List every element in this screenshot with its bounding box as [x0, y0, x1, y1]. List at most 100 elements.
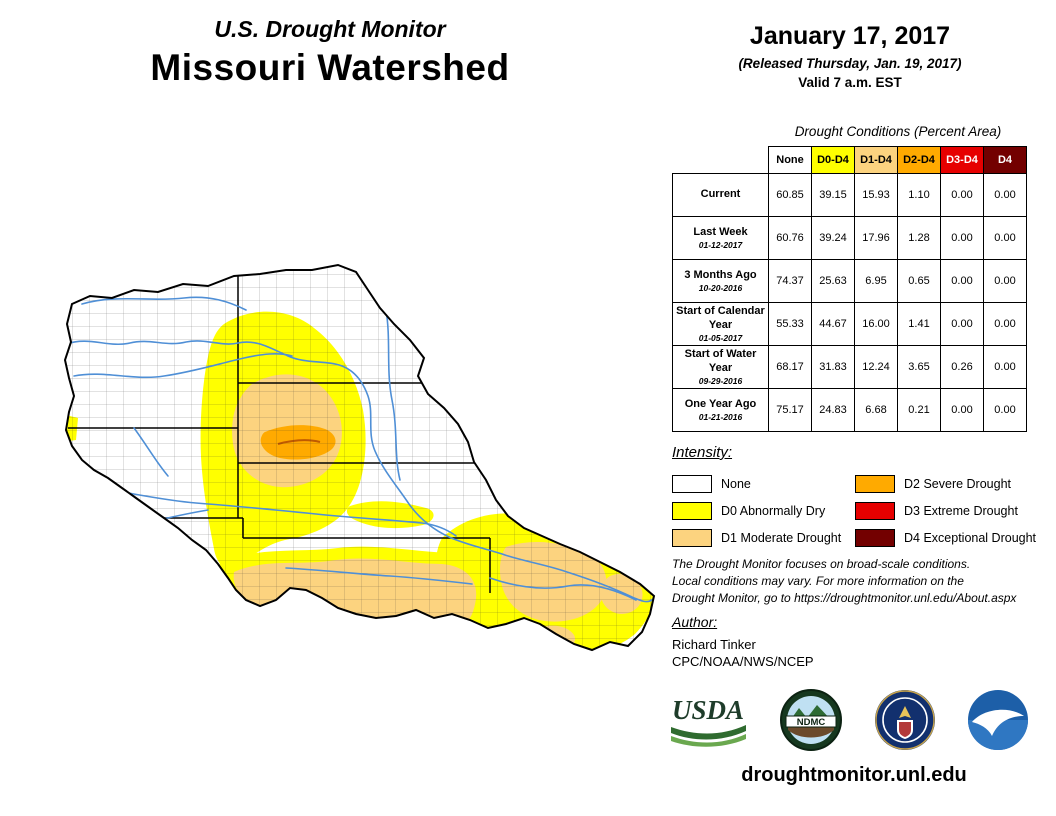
- row-label: One Year Ago: [684, 397, 757, 410]
- row-label-cell: Start of Calendar Year 01-05-2017: [672, 302, 769, 346]
- row-date: 01-12-2017: [698, 240, 743, 251]
- value-cell: 0.26: [940, 345, 984, 389]
- table-row-start-calendar-year: Start of Calendar Year 01-05-2017 55.33 …: [672, 302, 1027, 346]
- value-cell: 0.21: [897, 388, 941, 432]
- value-cell: 6.68: [854, 388, 898, 432]
- valid-time: Valid 7 a.m. EST: [798, 75, 902, 90]
- row-date: 09-29-2016: [698, 375, 743, 386]
- intensity-legend: Intensity: None D0 Abnormally Dry D1 Mod…: [672, 444, 1044, 551]
- report-date: January 17, 2017: [749, 22, 951, 50]
- value-cell: 25.63: [811, 259, 855, 303]
- d1-swatch: [672, 528, 712, 547]
- agency-logos: USDA NDMC: [666, 688, 1030, 757]
- svg-text:NDMC: NDMC: [797, 717, 826, 728]
- table-row-current: Current 60.85 39.15 15.93 1.10 0.00 0.00: [672, 173, 1027, 217]
- row-date: 10-20-2016: [698, 283, 743, 294]
- value-cell: 0.00: [983, 345, 1027, 389]
- legend-label: D3 Extreme Drought: [904, 503, 1018, 518]
- legend-label: D2 Severe Drought: [904, 476, 1012, 491]
- value-cell: 24.83: [811, 388, 855, 432]
- value-cell: 60.85: [768, 173, 812, 217]
- disclaimer-text: The Drought Monitor focuses on broad-sca…: [672, 556, 1052, 606]
- table-corner-cell: [672, 146, 769, 174]
- drought-conditions-table: None D0-D4 D1-D4 D2-D4 D3-D4 D4 Current …: [672, 146, 1027, 432]
- website-url: droughtmonitor.unl.edu: [741, 764, 967, 786]
- value-cell: 12.24: [854, 345, 898, 389]
- d3-swatch: [855, 501, 895, 520]
- legend-item-d2: D2 Severe Drought: [855, 470, 1044, 497]
- value-cell: 55.33: [768, 302, 812, 346]
- value-cell: 0.00: [940, 302, 984, 346]
- row-label-cell: Last Week 01-12-2017: [672, 216, 769, 260]
- value-cell: 0.00: [983, 302, 1027, 346]
- watershed-name: Missouri Watershed: [150, 47, 510, 88]
- row-label: 3 Months Ago: [684, 268, 757, 281]
- table-row-3-months-ago: 3 Months Ago 10-20-2016 74.37 25.63 6.95…: [672, 259, 1027, 303]
- value-cell: 1.28: [897, 216, 941, 260]
- date-block: January 17, 2017 (Released Thursday, Jan…: [700, 22, 1000, 90]
- value-cell: 0.00: [940, 388, 984, 432]
- legend-item-d0: D0 Abnormally Dry: [672, 497, 855, 524]
- watershed-map: [63, 263, 656, 652]
- disclaimer-line: The Drought Monitor focuses on broad-sca…: [672, 557, 971, 571]
- report-header: U.S. Drought Monitor Missouri Watershed: [60, 16, 600, 89]
- legend-grid: None D0 Abnormally Dry D1 Moderate Droug…: [672, 470, 1044, 551]
- row-label: Last Week: [693, 225, 748, 238]
- legend-label: D0 Abnormally Dry: [721, 503, 826, 518]
- row-label: Start of Water Year: [684, 348, 757, 374]
- value-cell: 15.93: [854, 173, 898, 217]
- value-cell: 0.65: [897, 259, 941, 303]
- table-row-one-year-ago: One Year Ago 01-21-2016 75.17 24.83 6.68…: [672, 388, 1027, 432]
- table-header-row: None D0-D4 D1-D4 D2-D4 D3-D4 D4: [672, 146, 1027, 174]
- row-label-cell: One Year Ago 01-21-2016: [672, 388, 769, 432]
- map-rivers: [65, 296, 654, 603]
- value-cell: 68.17: [768, 345, 812, 389]
- value-cell: 60.76: [768, 216, 812, 260]
- release-date: (Released Thursday, Jan. 19, 2017): [738, 56, 962, 71]
- value-cell: 0.00: [983, 173, 1027, 217]
- value-cell: 1.41: [897, 302, 941, 346]
- svg-text:USDA: USDA: [672, 695, 744, 725]
- noaa-logo-icon: [966, 688, 1030, 757]
- value-cell: 17.96: [854, 216, 898, 260]
- d0-swatch: [672, 501, 712, 520]
- author-org: CPC/NOAA/NWS/NCEP: [672, 654, 814, 669]
- value-cell: 44.67: [811, 302, 855, 346]
- col-header-d3d4: D3-D4: [940, 146, 984, 174]
- none-swatch: [672, 474, 712, 493]
- d2-swatch: [855, 474, 895, 493]
- row-date: 01-05-2017: [698, 332, 743, 343]
- col-header-d2d4: D2-D4: [897, 146, 941, 174]
- value-cell: 0.00: [983, 216, 1027, 260]
- value-cell: 75.17: [768, 388, 812, 432]
- value-cell: 3.65: [897, 345, 941, 389]
- legend-label: D1 Moderate Drought: [721, 530, 842, 545]
- value-cell: 1.10: [897, 173, 941, 217]
- value-cell: 39.24: [811, 216, 855, 260]
- author-block: Author: Richard Tinker CPC/NOAA/NWS/NCEP: [672, 614, 814, 669]
- value-cell: 16.00: [854, 302, 898, 346]
- basin-outline: [63, 263, 656, 652]
- value-cell: 0.00: [983, 259, 1027, 303]
- table-row-last-week: Last Week 01-12-2017 60.76 39.24 17.96 1…: [672, 216, 1027, 260]
- map-state-borders: [68, 275, 491, 593]
- col-header-none: None: [768, 146, 812, 174]
- table-caption: Drought Conditions (Percent Area): [794, 124, 1002, 139]
- col-header-d4: D4: [983, 146, 1027, 174]
- row-label-cell: 3 Months Ago 10-20-2016: [672, 259, 769, 303]
- value-cell: 0.00: [940, 173, 984, 217]
- value-cell: 0.00: [940, 216, 984, 260]
- row-label: Current: [700, 187, 741, 200]
- value-cell: 6.95: [854, 259, 898, 303]
- legend-item-d3: D3 Extreme Drought: [855, 497, 1044, 524]
- map-county-grid: [65, 265, 654, 650]
- disclaimer-line: Local conditions may vary. For more info…: [672, 573, 964, 588]
- col-header-d0d4: D0-D4: [811, 146, 855, 174]
- table-row-start-water-year: Start of Water Year 09-29-2016 68.17 31.…: [672, 345, 1027, 389]
- value-cell: 31.83: [811, 345, 855, 389]
- legend-label: None: [721, 476, 751, 491]
- value-cell: 74.37: [768, 259, 812, 303]
- value-cell: 0.00: [940, 259, 984, 303]
- author-heading: Author:: [672, 614, 718, 630]
